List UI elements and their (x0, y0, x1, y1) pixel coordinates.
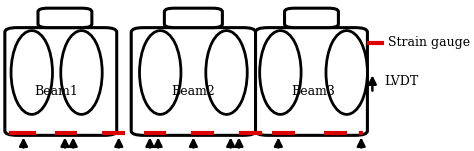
Text: Beam2: Beam2 (172, 85, 215, 98)
Ellipse shape (61, 31, 102, 114)
FancyBboxPatch shape (284, 8, 338, 28)
Text: Beam1: Beam1 (35, 85, 79, 98)
Ellipse shape (11, 31, 53, 114)
Ellipse shape (206, 31, 247, 114)
FancyBboxPatch shape (255, 28, 367, 135)
FancyBboxPatch shape (164, 8, 222, 28)
Ellipse shape (260, 31, 301, 114)
FancyBboxPatch shape (5, 28, 117, 135)
FancyBboxPatch shape (38, 8, 92, 28)
Ellipse shape (139, 31, 181, 114)
Text: Beam3: Beam3 (292, 85, 336, 98)
Ellipse shape (326, 31, 367, 114)
Text: Strain gauge: Strain gauge (388, 36, 470, 49)
Text: LVDT: LVDT (384, 75, 418, 88)
FancyBboxPatch shape (131, 28, 255, 135)
